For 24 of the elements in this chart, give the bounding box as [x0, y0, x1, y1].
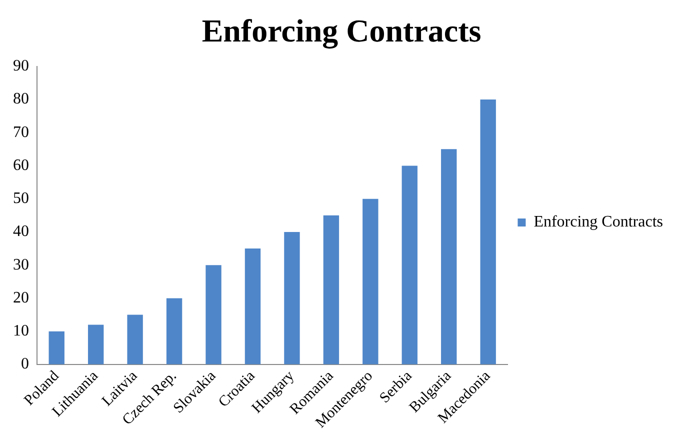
- y-tick-label: 10: [13, 322, 29, 340]
- y-tick-label: 30: [13, 256, 29, 274]
- bar: [88, 324, 104, 364]
- bar: [48, 331, 64, 364]
- bar: [244, 248, 261, 364]
- y-tick-label: 40: [13, 223, 29, 240]
- bar: [284, 232, 300, 364]
- legend-label: Enforcing Contracts: [534, 214, 663, 231]
- bar: [362, 198, 378, 364]
- bar: [206, 265, 222, 364]
- chart-title: Enforcing Contracts: [202, 12, 482, 50]
- y-tick-label: 90: [13, 58, 29, 75]
- y-tick-label: 20: [13, 289, 29, 306]
- y-tick-label: 60: [13, 156, 29, 174]
- y-tick-label: 0: [21, 356, 29, 373]
- bar: [127, 314, 143, 364]
- bar: [441, 149, 457, 364]
- bar: [323, 215, 340, 364]
- bar: [402, 166, 418, 364]
- bar: [480, 100, 496, 364]
- bar: [166, 298, 182, 364]
- y-tick-label: 80: [13, 90, 29, 108]
- y-tick-label: 70: [13, 124, 29, 141]
- y-tick-label: 50: [13, 190, 29, 208]
